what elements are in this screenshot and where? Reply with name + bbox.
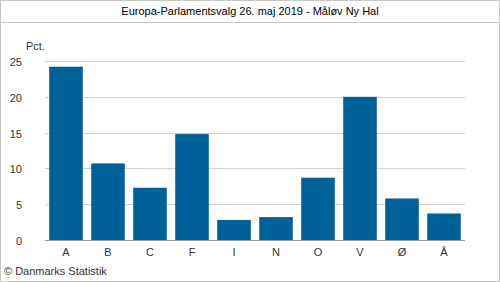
y-tick-label: 5 xyxy=(16,199,22,211)
x-tick-label: Å xyxy=(440,246,448,258)
bar xyxy=(259,217,293,240)
bar xyxy=(343,97,377,240)
x-tick-label: N xyxy=(272,246,280,258)
bar xyxy=(385,198,419,240)
x-tick-label: O xyxy=(314,246,323,258)
bar xyxy=(91,163,125,240)
bar xyxy=(49,67,83,240)
title-rule xyxy=(0,22,500,23)
chart: Europa-Parlamentsvalg 26. maj 2019 - Mål… xyxy=(0,0,500,282)
x-tick-label: B xyxy=(104,246,111,258)
y-label: Pct. xyxy=(26,40,45,52)
y-tick-label: 10 xyxy=(10,163,22,175)
bars xyxy=(49,67,461,240)
bar xyxy=(175,134,209,240)
y-tick-label: 20 xyxy=(10,92,22,104)
x-tick-label: C xyxy=(146,246,154,258)
x-tick-label: I xyxy=(232,246,235,258)
x-tick-label: V xyxy=(356,246,364,258)
grid-line xyxy=(45,61,465,62)
y-tick-label: 25 xyxy=(10,56,22,68)
bar xyxy=(217,220,251,240)
x-tick-label: A xyxy=(62,246,70,258)
bar xyxy=(301,178,335,240)
title: Europa-Parlamentsvalg 26. maj 2019 - Mål… xyxy=(121,5,378,17)
grid-line xyxy=(45,240,465,241)
grid-line xyxy=(45,97,465,98)
y-tick-label: 0 xyxy=(16,235,22,247)
source: © Danmarks Statistik xyxy=(4,265,107,277)
x-tick-label: Ø xyxy=(398,246,407,258)
y-tick-label: 15 xyxy=(10,128,22,140)
bar xyxy=(427,214,461,240)
frame xyxy=(1,1,500,282)
grid-line xyxy=(45,133,465,134)
x-tick-label: F xyxy=(189,246,196,258)
bar xyxy=(133,188,167,240)
